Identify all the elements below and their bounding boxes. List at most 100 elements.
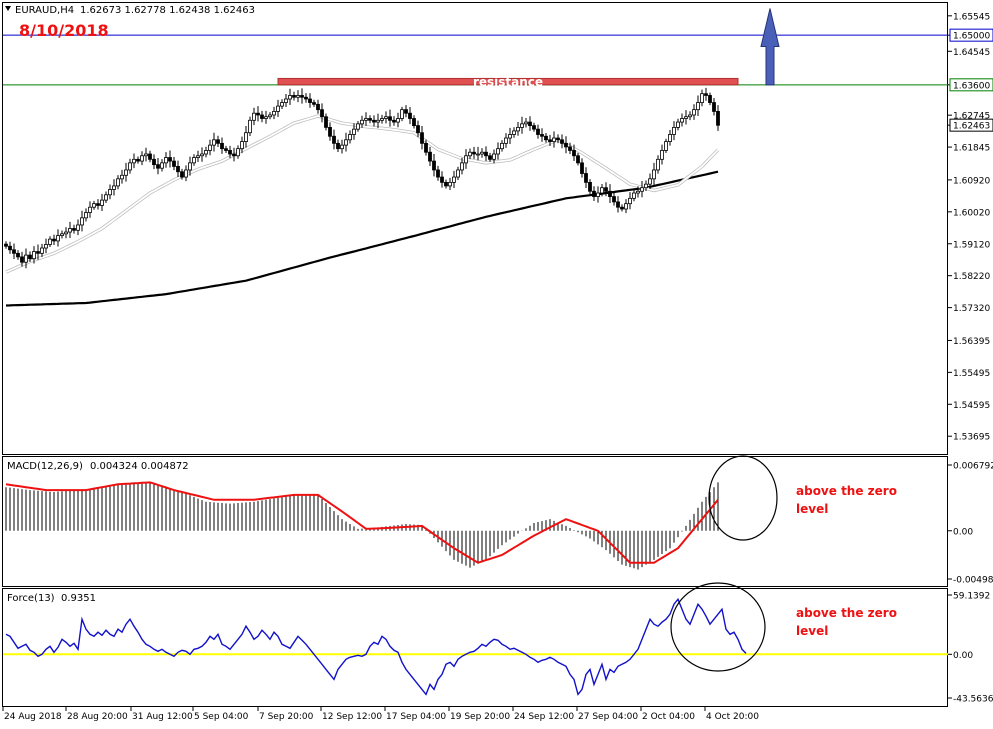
candle-body [292, 95, 296, 98]
candle-body [568, 146, 572, 151]
candle-body [80, 217, 84, 226]
y-tick-label: 1.58220 [953, 272, 990, 282]
force-index-line [3, 597, 948, 696]
y-tick-label: 1.62745 [953, 112, 990, 122]
candle-body [12, 249, 16, 254]
y-tick-label: 1.60020 [953, 208, 990, 218]
candle-body [36, 251, 40, 254]
candle-body [468, 151, 472, 157]
candle-body [440, 176, 444, 183]
candle-body [112, 185, 116, 190]
macd-histogram [5, 482, 719, 570]
candle-body [296, 95, 300, 98]
candle-body [596, 192, 600, 197]
candle-body [64, 231, 68, 235]
symbol-label: EURAUD,H4 [15, 5, 74, 16]
candle-body [256, 112, 260, 116]
candle-body [8, 245, 12, 251]
y-tick-label: 1.62463 [953, 122, 990, 132]
candle-body [72, 228, 76, 231]
y-tick-label: 1.65545 [953, 12, 990, 22]
force-path [5, 597, 747, 696]
candle-body [56, 235, 60, 242]
x-tick-label: 2 Oct 04:00 [642, 712, 695, 722]
candle-body [444, 181, 448, 187]
candle-body [164, 157, 168, 164]
candle-body [28, 254, 32, 260]
candle-body [680, 118, 684, 123]
candle-body [40, 247, 44, 254]
y-tick-label: 1.54595 [953, 401, 990, 411]
candle-body [204, 150, 208, 155]
candle-body [24, 254, 28, 263]
candle-body [68, 228, 72, 233]
x-tick-label: 19 Sep 20:00 [450, 712, 510, 722]
candle-body [148, 153, 152, 160]
candle-body [272, 111, 276, 116]
candlestick-series [4, 87, 720, 269]
candle-body [368, 118, 372, 121]
candle-body [664, 141, 668, 151]
force-title: Force(13) [7, 593, 55, 604]
candle-body [216, 139, 220, 144]
candle-body [588, 181, 592, 192]
macd-title: MACD(12,26,9) [7, 461, 83, 472]
candle-body [172, 160, 176, 167]
candle-body [252, 112, 256, 121]
candle-body [132, 158, 136, 164]
x-tick-label: 28 Aug 20:00 [67, 712, 128, 722]
candle-body [704, 93, 708, 96]
candle-body [508, 134, 512, 139]
candle-body [472, 151, 476, 155]
y-tick-label: 1.56395 [953, 337, 990, 347]
menu-triangle-icon[interactable] [5, 6, 11, 11]
candle-body [592, 190, 596, 197]
candle-body [208, 144, 212, 151]
candle-body [496, 148, 500, 155]
candle-body [320, 109, 324, 118]
resistance-zone: resistance [277, 75, 739, 89]
candle-body [572, 150, 576, 157]
x-tick-label: 5 Sep 04:00 [194, 712, 249, 722]
candle-body [180, 171, 184, 178]
force-panel-frame [2, 588, 948, 707]
candle-body [400, 109, 404, 119]
candle-body [84, 212, 88, 219]
x-tick-label: 27 Sep 04:00 [578, 712, 638, 722]
candle-body [420, 132, 424, 144]
candle-body [328, 126, 332, 137]
candle-body [580, 162, 584, 174]
candle-body [136, 158, 140, 162]
candle-body [464, 155, 468, 164]
y-tick-label: 1.60920 [953, 176, 990, 186]
candle-body [668, 134, 672, 142]
force-values: 0.9351 [61, 593, 96, 604]
candle-body [104, 194, 108, 201]
y-tick-box [949, 28, 993, 42]
candle-body [228, 150, 232, 155]
candle-body [76, 224, 80, 231]
date-label: 8/10/2018 [19, 21, 109, 40]
macd-annotation-line-2: level [796, 502, 828, 516]
y-tick-box [949, 78, 993, 92]
candle-body [448, 181, 452, 187]
candle-body [688, 114, 692, 118]
candle-body [20, 256, 24, 263]
candle-body [44, 244, 48, 249]
candle-body [356, 123, 360, 130]
candle-body [620, 206, 624, 210]
candle-body [492, 153, 496, 160]
ohlc-label: 1.62673 1.62778 1.62438 1.62463 [80, 5, 255, 16]
candle-body [276, 105, 280, 112]
candle-body [540, 134, 544, 137]
y-tick-label: 0.00 [953, 527, 973, 537]
candle-body [528, 121, 532, 127]
candle-body [716, 111, 720, 126]
candle-body [684, 116, 688, 119]
x-tick-label: 12 Sep 12:00 [322, 712, 382, 722]
candle-body [512, 130, 516, 135]
candle-body [556, 137, 560, 141]
candle-body [152, 158, 156, 166]
macd-values: 0.004324 0.004872 [90, 461, 189, 472]
